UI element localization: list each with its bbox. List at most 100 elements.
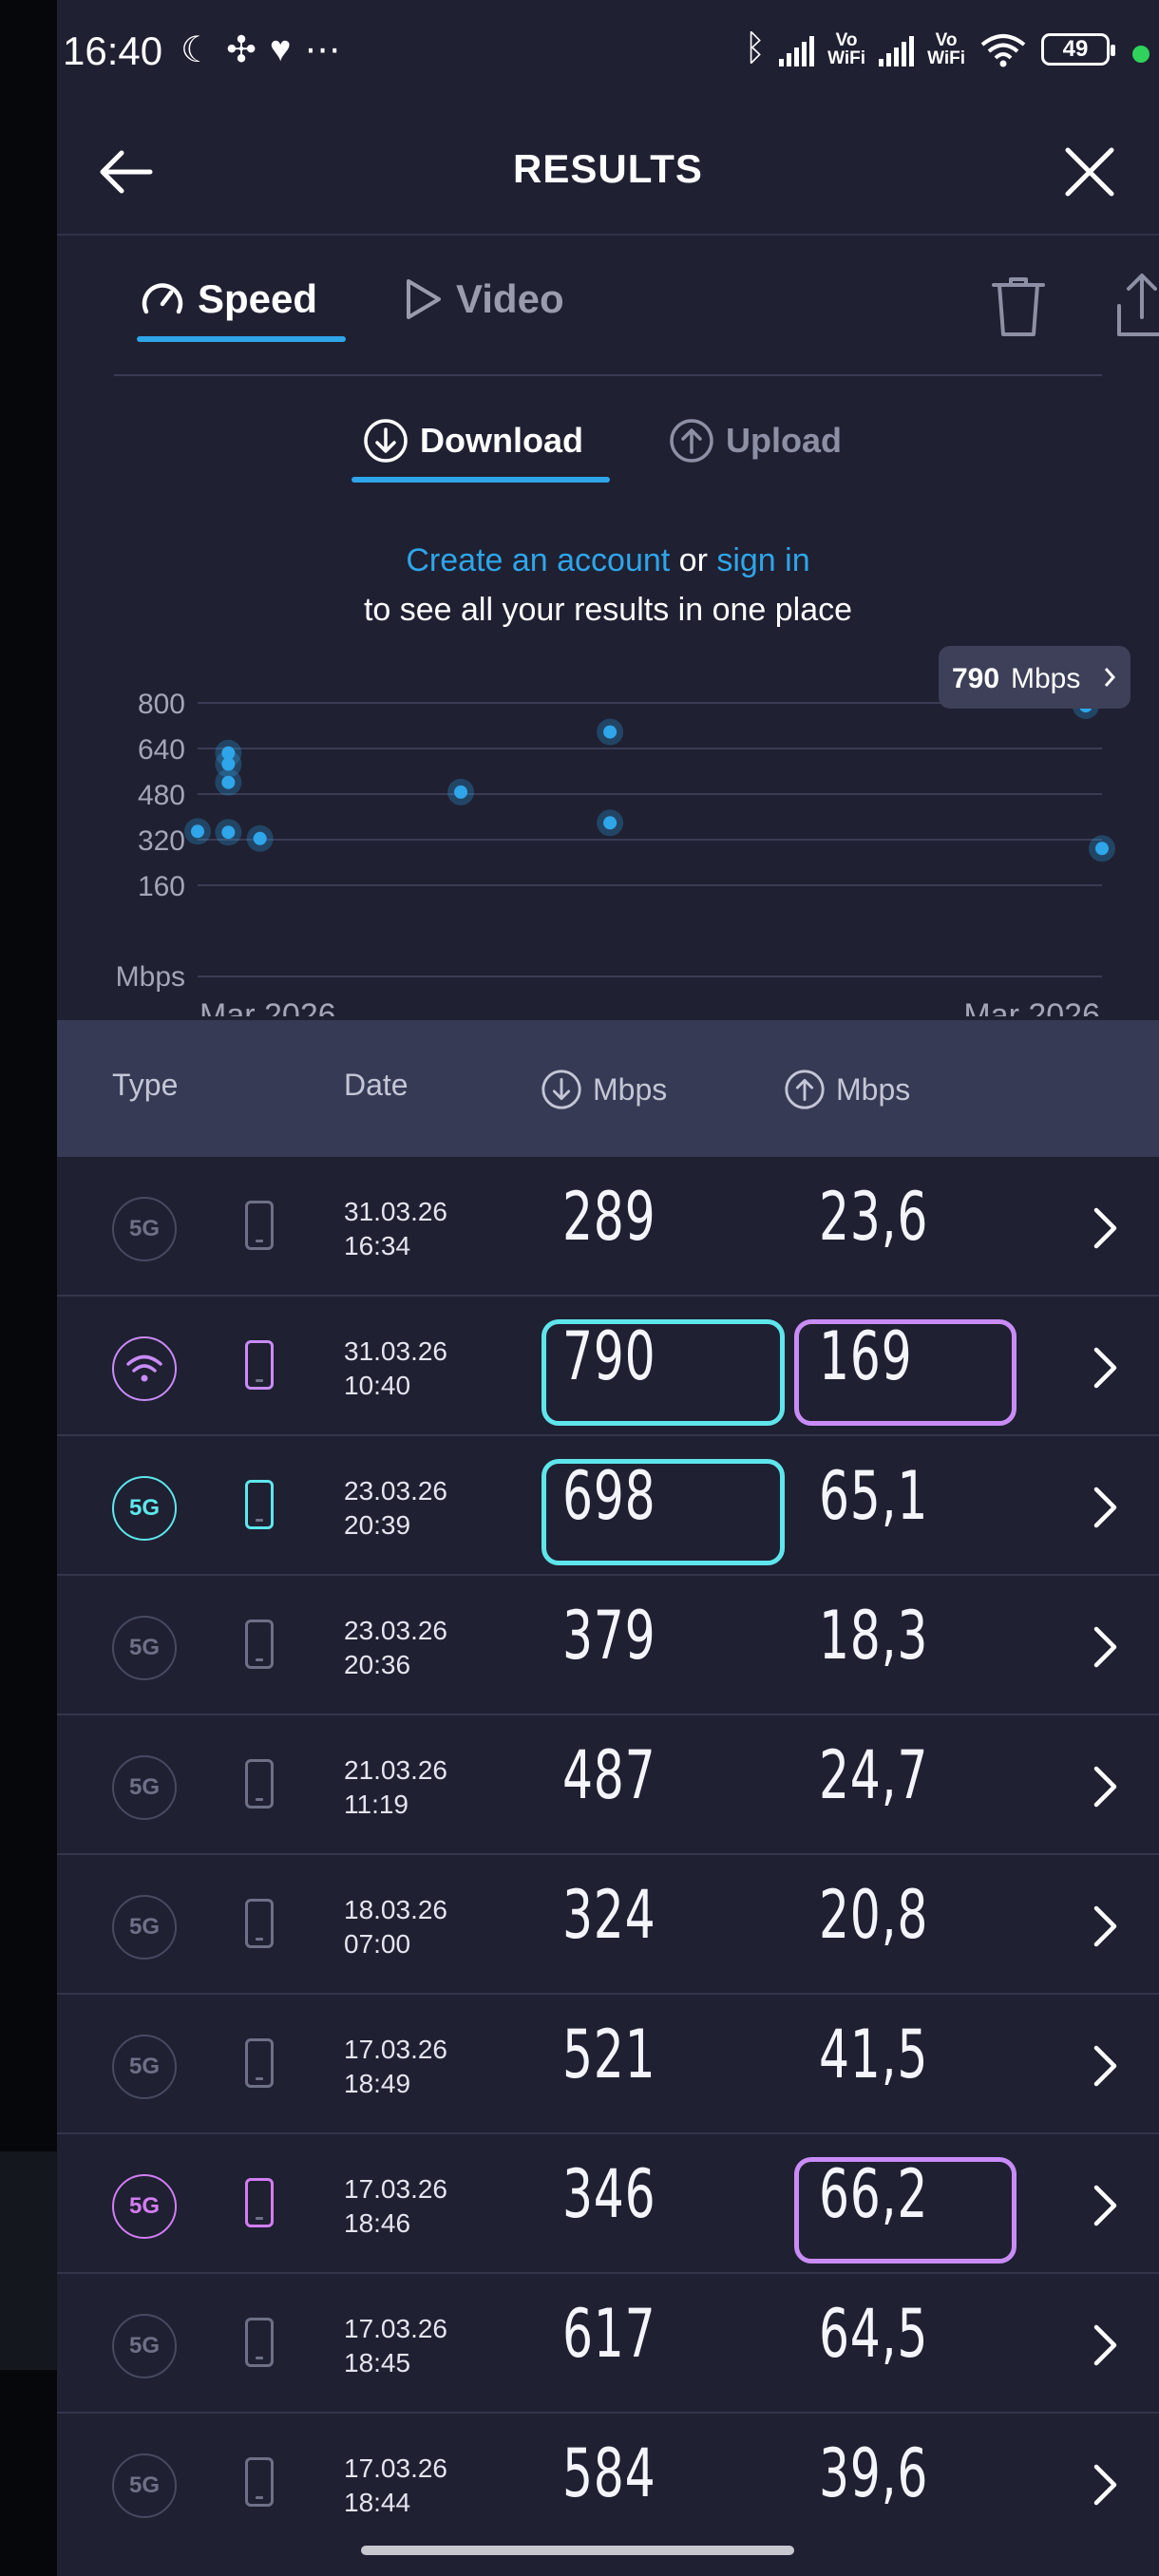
- battery-icon: 49: [1041, 32, 1115, 66]
- speedometer-icon: [142, 283, 183, 314]
- chevron-right-icon[interactable]: [1091, 1625, 1119, 1669]
- type-label: 5G: [128, 2054, 160, 2079]
- download-value: 346: [562, 2155, 656, 2233]
- max-tooltip[interactable]: 790 Mbps: [939, 646, 1130, 709]
- chevron-right-icon[interactable]: [1091, 1346, 1119, 1390]
- fan-icon: ✣: [226, 30, 256, 70]
- data-point: [221, 825, 236, 840]
- y-tick-label: 640: [138, 734, 185, 766]
- data-point: [603, 725, 618, 739]
- upload-column-icon: [785, 1070, 825, 1109]
- data-point: [1095, 842, 1109, 856]
- result-date-day: 31.03.26: [344, 1197, 447, 1226]
- account-prompt: Create an account or sign in to see all …: [57, 536, 1159, 635]
- close-icon[interactable]: [1056, 139, 1123, 205]
- status-right-icons: ᛒ Vo WiFi Vo WiFi 49: [744, 28, 1115, 69]
- result-date-time: 16:34: [344, 1231, 411, 1260]
- connection-type-badge: 5G: [112, 2035, 177, 2099]
- chevron-right-icon[interactable]: [1091, 2463, 1119, 2507]
- back-arrow-icon[interactable]: [93, 139, 160, 205]
- column-type: Type: [112, 1068, 179, 1102]
- result-row[interactable]: 5G 17.03.26 18:45 617 64,5: [57, 2274, 1159, 2414]
- phone-icon: [245, 2457, 274, 2507]
- result-row[interactable]: 5G 17.03.26 18:46 346 66,2: [57, 2134, 1159, 2274]
- result-date: 17.03.26 18:49: [344, 2033, 447, 2101]
- download-icon: [364, 419, 408, 463]
- wifi-type-icon: [126, 1354, 162, 1382]
- result-row[interactable]: 31.03.26 10:40 790 169: [57, 1297, 1159, 1436]
- signal-icon-2: [879, 32, 915, 66]
- result-date-time: 18:49: [344, 2069, 411, 2098]
- upload-value: 169: [819, 1317, 913, 1395]
- result-date: 23.03.26 20:39: [344, 1474, 447, 1543]
- sign-in-link[interactable]: sign in: [716, 542, 810, 578]
- result-row[interactable]: 5G 18.03.26 07:00 324 20,8: [57, 1855, 1159, 1995]
- type-label: 5G: [128, 1495, 160, 1521]
- result-row[interactable]: 5G 31.03.26 16:34 289 23,6: [57, 1157, 1159, 1297]
- chevron-right-icon[interactable]: [1091, 2323, 1119, 2367]
- share-icon[interactable]: [1112, 272, 1159, 340]
- upload-value: 24,7: [819, 1736, 929, 1814]
- download-value: 790: [562, 1317, 656, 1395]
- result-date-time: 20:39: [344, 1510, 411, 1540]
- result-date: 31.03.26 10:40: [344, 1335, 447, 1403]
- result-row[interactable]: 5G 23.03.26 20:36 379 18,3: [57, 1576, 1159, 1715]
- subtab-upload[interactable]: Upload: [669, 418, 842, 464]
- chevron-right-icon[interactable]: [1091, 1904, 1119, 1948]
- home-indicator[interactable]: [361, 2546, 794, 2555]
- result-date-day: 23.03.26: [344, 1476, 447, 1506]
- upload-highlight: [794, 1319, 1016, 1426]
- type-label: 5G: [128, 1774, 160, 1800]
- column-upload[interactable]: Mbps: [783, 1068, 910, 1111]
- phone-icon: [245, 1340, 274, 1390]
- result-date: 18.03.26 07:00: [344, 1893, 447, 1961]
- chevron-right-icon[interactable]: [1091, 1206, 1119, 1250]
- data-point: [253, 831, 267, 845]
- data-point: [221, 757, 236, 771]
- tab-video[interactable]: Video: [401, 275, 564, 323]
- result-date: 21.03.26 11:19: [344, 1753, 447, 1822]
- connection-type-badge: 5G: [112, 1895, 177, 1960]
- result-date-time: 07:00: [344, 1929, 411, 1959]
- download-highlight: [542, 1319, 785, 1426]
- tab-underline: [137, 336, 346, 342]
- type-label: 5G: [128, 1635, 160, 1660]
- upload-highlight: [794, 2157, 1016, 2263]
- privacy-dot: [1132, 46, 1150, 63]
- phone-icon: [245, 1619, 274, 1669]
- result-row[interactable]: 5G 17.03.26 18:49 521 41,5: [57, 1995, 1159, 2134]
- tooltip-unit: Mbps: [1011, 663, 1080, 694]
- upload-value: 64,5: [819, 2295, 929, 2373]
- phone-icon: [245, 1201, 274, 1250]
- chevron-right-icon[interactable]: [1091, 2184, 1119, 2227]
- column-download[interactable]: Mbps: [540, 1068, 667, 1111]
- result-date-time: 10:40: [344, 1371, 411, 1400]
- result-date-time: 18:46: [344, 2208, 411, 2238]
- chevron-right-icon[interactable]: [1091, 1765, 1119, 1809]
- result-date: 17.03.26 18:44: [344, 2452, 447, 2520]
- result-date-day: 21.03.26: [344, 1755, 447, 1785]
- trash-icon[interactable]: [988, 272, 1049, 340]
- download-column-icon: [542, 1070, 581, 1109]
- upload-unit: Mbps: [836, 1071, 911, 1107]
- download-value: 289: [562, 1178, 656, 1256]
- result-row[interactable]: 5G 17.03.26 18:44 584 39,6: [57, 2414, 1159, 2553]
- y-tick-label: 800: [138, 689, 185, 720]
- tab-speed[interactable]: Speed: [139, 275, 317, 323]
- y-tick-label: 160: [138, 871, 185, 902]
- result-date-time: 18:44: [344, 2488, 411, 2517]
- result-row[interactable]: 5G 23.03.26 20:39 698 65,1: [57, 1436, 1159, 1576]
- result-date: 17.03.26 18:46: [344, 2172, 447, 2241]
- result-date-day: 23.03.26: [344, 1616, 447, 1645]
- subtab-download[interactable]: Download: [363, 418, 583, 464]
- play-icon: [407, 279, 441, 319]
- result-row[interactable]: 5G 21.03.26 11:19 487 24,7: [57, 1715, 1159, 1855]
- download-value: 698: [562, 1457, 656, 1535]
- phone-icon: [245, 1759, 274, 1809]
- chevron-right-icon[interactable]: [1091, 1486, 1119, 1529]
- chevron-right-icon[interactable]: [1091, 2044, 1119, 2088]
- column-date: Date: [344, 1068, 408, 1102]
- upload-icon: [670, 419, 713, 463]
- create-account-link[interactable]: Create an account: [406, 542, 671, 578]
- y-axis-label: Mbps: [116, 961, 185, 993]
